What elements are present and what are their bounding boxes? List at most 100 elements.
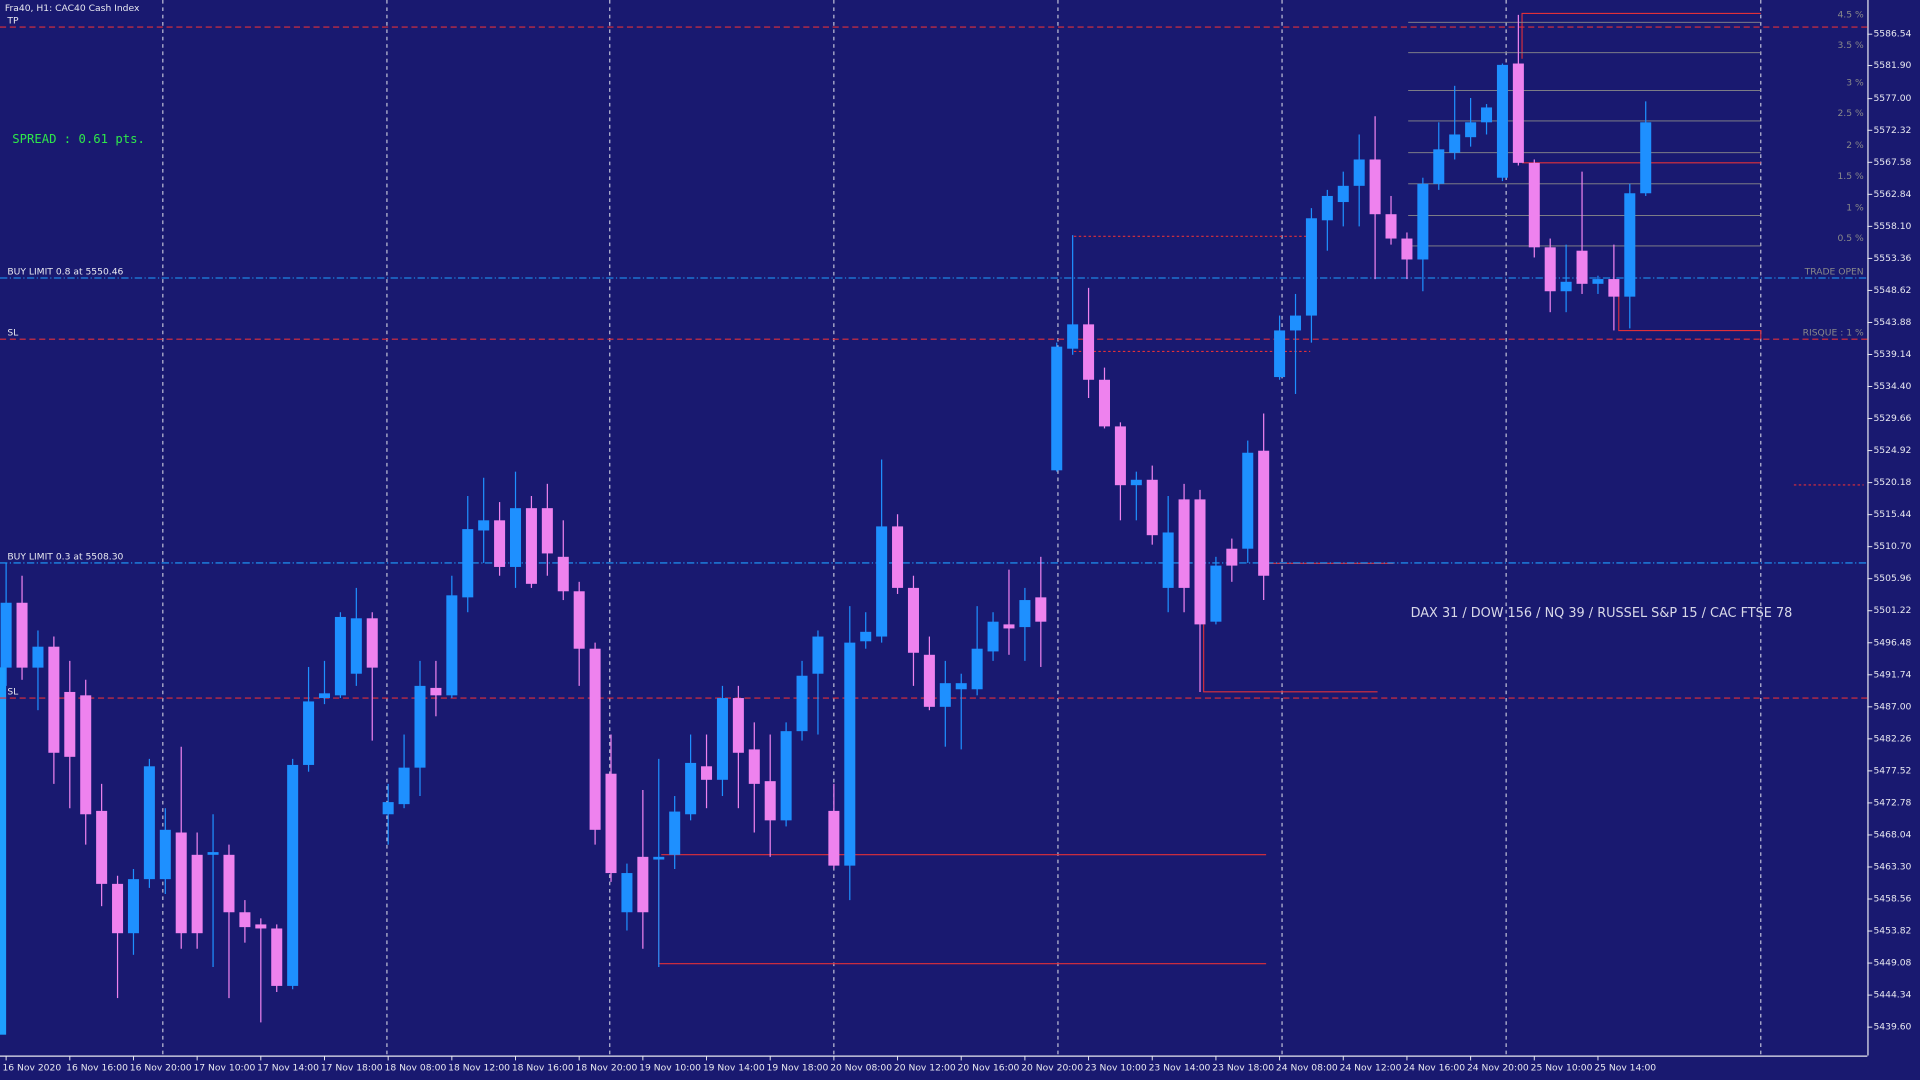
candle-body — [1512, 63, 1524, 163]
x-tick-label: 24 Nov 16:00 — [1403, 1062, 1465, 1073]
candle-body — [112, 883, 124, 934]
candle-body — [446, 595, 458, 696]
candle-body — [414, 685, 426, 768]
x-tick-label: 17 Nov 18:00 — [321, 1062, 383, 1073]
candle-body — [812, 636, 824, 674]
candle-body — [1433, 149, 1445, 184]
candle-body — [605, 773, 617, 874]
candle-body — [1035, 597, 1047, 622]
candle-body — [876, 526, 888, 637]
candle-body — [1226, 548, 1238, 566]
candle-body — [669, 811, 681, 855]
x-tick-label: 24 Nov 20:00 — [1467, 1062, 1529, 1073]
level-right-label: RISQUE : 1 % — [1803, 328, 1864, 339]
candle-body — [796, 675, 808, 732]
candle-body — [127, 879, 139, 934]
candle-body — [685, 762, 697, 815]
candle-body — [1465, 122, 1477, 138]
candle-body — [16, 602, 28, 668]
x-tick-label: 25 Nov 10:00 — [1531, 1062, 1593, 1073]
candle-body — [1417, 183, 1429, 260]
candle-body — [1114, 426, 1126, 486]
candle-body — [701, 766, 713, 780]
candle-body — [96, 810, 108, 884]
candle-body — [175, 832, 187, 934]
candle-body — [191, 854, 203, 934]
candle-body — [223, 854, 235, 913]
level-label: SL — [7, 686, 19, 697]
y-tick-label: 5558.10 — [1873, 221, 1911, 232]
risk-label: 0.5 % — [1837, 233, 1864, 244]
candle-body — [1592, 279, 1604, 284]
candle-body — [1210, 565, 1222, 622]
level-label: BUY LIMIT 0.3 at 5508.30 — [7, 551, 123, 562]
x-tick-label: 16 Nov 16:00 — [66, 1062, 128, 1073]
candle-body — [1162, 532, 1174, 588]
candle-body — [1321, 195, 1333, 221]
x-tick-label: 16 Nov 2020 — [2, 1062, 61, 1073]
y-tick-label: 5458.56 — [1873, 894, 1911, 905]
candle-body — [1019, 600, 1031, 628]
candle-body — [955, 683, 967, 690]
y-tick-label: 5510.70 — [1873, 541, 1911, 552]
candle-body — [1449, 134, 1461, 153]
y-tick-label: 5491.74 — [1873, 669, 1911, 680]
candle-body — [828, 810, 840, 866]
x-tick-label: 19 Nov 18:00 — [767, 1062, 829, 1073]
x-tick-label: 23 Nov 18:00 — [1212, 1062, 1274, 1073]
candle-body — [510, 508, 522, 567]
y-tick-label: 5501.22 — [1873, 605, 1911, 616]
candle-body — [589, 648, 601, 830]
candle-body — [430, 687, 442, 696]
x-tick-label: 20 Nov 12:00 — [894, 1062, 956, 1073]
y-tick-label: 5520.18 — [1873, 477, 1911, 488]
candle-body — [1353, 159, 1365, 186]
candle-body — [653, 856, 665, 860]
candle-body — [1369, 159, 1381, 215]
candle-body — [1528, 162, 1540, 248]
y-tick-label: 5444.34 — [1873, 990, 1911, 1001]
candle-body — [382, 802, 394, 815]
candle-body — [303, 701, 315, 765]
level-label: TP — [6, 15, 19, 26]
candle-body — [1003, 624, 1015, 629]
candle-body — [732, 698, 744, 753]
candle-body — [1290, 315, 1302, 331]
y-tick-label: 5586.54 — [1873, 29, 1911, 40]
box-edge — [1521, 12, 1761, 59]
y-tick-label: 5477.52 — [1873, 765, 1911, 776]
x-tick-label: 24 Nov 12:00 — [1340, 1062, 1402, 1073]
candle-body — [478, 520, 490, 531]
y-tick-label: 5572.32 — [1873, 125, 1911, 136]
candle-body — [271, 928, 283, 986]
x-tick-label: 18 Nov 20:00 — [576, 1062, 638, 1073]
candle-body — [1305, 218, 1317, 316]
candle-body — [1146, 479, 1158, 536]
x-tick-label: 18 Nov 12:00 — [448, 1062, 510, 1073]
candle-body — [637, 856, 649, 913]
x-tick-label: 24 Nov 08:00 — [1276, 1062, 1338, 1073]
candle-body — [1067, 324, 1079, 349]
level-label: BUY LIMIT 0.8 at 5550.46 — [7, 266, 123, 277]
x-tick-label: 20 Nov 08:00 — [830, 1062, 892, 1073]
x-tick-label: 18 Nov 16:00 — [512, 1062, 574, 1073]
risk-label: 4.5 % — [1837, 9, 1864, 20]
x-tick-label: 17 Nov 10:00 — [193, 1062, 255, 1073]
y-tick-label: 5577.00 — [1873, 93, 1911, 104]
candle-body — [1083, 324, 1095, 380]
y-tick-label: 5468.04 — [1873, 829, 1911, 840]
annotation: DAX 31 / DOW 156 / NQ 39 / RUSSEL S&P 15… — [1411, 606, 1793, 621]
risk-label: 2.5 % — [1837, 108, 1864, 119]
risk-label: 3.5 % — [1837, 40, 1864, 51]
candle-body — [907, 587, 919, 653]
box-edge — [1618, 296, 1762, 340]
y-tick-label: 5553.36 — [1873, 253, 1911, 264]
candle-body — [1194, 499, 1206, 625]
risk-label: 1.5 % — [1837, 171, 1864, 182]
risk-label: 2 % — [1846, 140, 1864, 151]
candle-body — [844, 642, 856, 866]
y-tick-label: 5482.26 — [1873, 733, 1911, 744]
candle-body — [987, 621, 999, 652]
candle-body — [764, 781, 776, 821]
candle-body — [1385, 214, 1397, 239]
